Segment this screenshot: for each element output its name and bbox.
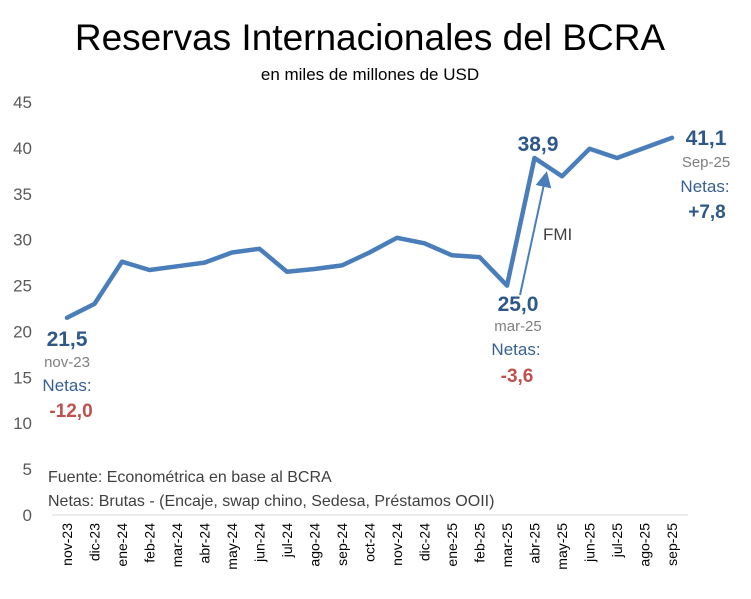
x-axis: nov-23 dic-23 ene-24 feb-24 mar-24 abr-24 may-… (59, 523, 680, 570)
start-netas-value: -12,0 (49, 401, 92, 422)
peak-value-label: 38,9 (518, 133, 559, 156)
x-tick-label: ene-24 (114, 523, 130, 567)
end-netas-value: +7,8 (688, 202, 726, 223)
chart-title: Reservas Internacionales del BCRA (75, 17, 666, 58)
source-footnote: Fuente: Econométrica en base al BCRA (48, 469, 332, 486)
y-tick-label: 10 (13, 414, 32, 433)
x-tick-label: ago-25 (637, 523, 653, 567)
x-tick-label: jul-24 (279, 523, 295, 558)
netas-definition-footnote: Netas: Brutas - (Encaje, swap chino, Sed… (48, 493, 494, 510)
x-tick-label: may-24 (224, 523, 240, 570)
x-tick-label: feb-25 (472, 523, 488, 563)
mid-date-label: mar-25 (494, 318, 542, 335)
y-tick-label: 40 (13, 139, 32, 158)
start-value-label: 21,5 (47, 328, 88, 351)
start-netas-label: Netas: (42, 376, 91, 395)
x-tick-label: sep-24 (334, 523, 350, 566)
end-value-label: 41,1 (686, 127, 727, 150)
x-tick-label: dic-23 (87, 523, 103, 561)
mid-netas-label: Netas: (491, 340, 540, 359)
x-tick-label: abr-25 (527, 523, 543, 564)
x-tick-label: ago-24 (307, 523, 323, 567)
x-tick-label: sep-25 (664, 523, 680, 566)
x-tick-label: may-25 (554, 523, 570, 570)
y-axis: 0 5 10 15 20 25 30 35 40 45 (13, 93, 32, 525)
end-date-label: Sep-25 (682, 154, 730, 171)
chart-subtitle: en miles de millones de USD (261, 65, 479, 84)
x-tick-label: jul-25 (609, 523, 625, 558)
y-tick-label: 30 (13, 231, 32, 250)
y-tick-label: 5 (23, 460, 32, 479)
x-tick-label: nov-24 (389, 523, 405, 566)
x-tick-label: jun-25 (582, 523, 598, 563)
start-date-label: nov-23 (44, 354, 90, 371)
x-tick-label: nov-23 (59, 523, 75, 566)
x-tick-label: mar-24 (169, 523, 185, 568)
y-tick-label: 0 (23, 506, 32, 525)
x-tick-label: oct-24 (362, 523, 378, 562)
x-tick-label: mar-25 (499, 523, 515, 568)
x-tick-label: feb-24 (142, 523, 158, 563)
y-tick-label: 35 (13, 185, 32, 204)
x-tick-label: jun-24 (252, 523, 268, 563)
fmi-label: FMI (543, 225, 572, 244)
x-tick-label: ene-25 (444, 523, 460, 567)
y-tick-label: 15 (13, 368, 32, 387)
x-tick-label: dic-24 (417, 523, 433, 561)
mid-value-label: 25,0 (498, 293, 539, 316)
fmi-arrow (519, 171, 552, 296)
x-tick-label: abr-24 (197, 523, 213, 564)
reserves-series-line (64, 135, 675, 320)
end-netas-label: Netas: (680, 177, 729, 196)
mid-netas-value: -3,6 (501, 366, 534, 387)
y-tick-label: 20 (13, 322, 32, 341)
y-tick-label: 45 (13, 93, 32, 112)
y-tick-label: 25 (13, 277, 32, 296)
